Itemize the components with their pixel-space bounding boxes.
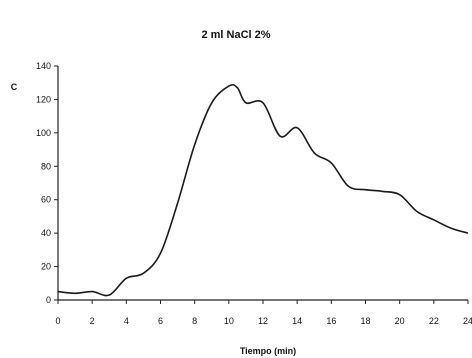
- x-tick-label: 10: [224, 316, 234, 326]
- chart-title: 2 ml NaCl 2%: [201, 29, 270, 41]
- y-tick-label: 80: [41, 161, 51, 171]
- y-tick-label: 60: [41, 195, 51, 205]
- y-tick-label: 120: [36, 94, 51, 104]
- x-tick-label: 14: [292, 316, 302, 326]
- x-tick-label: 6: [158, 316, 163, 326]
- x-tick-label: 8: [192, 316, 197, 326]
- series-layer: [57, 83, 469, 297]
- x-axis-label: Tiempo (min): [240, 346, 296, 356]
- series-line: [57, 83, 469, 297]
- y-tick-label: 100: [36, 128, 51, 138]
- x-tick-label: 2: [90, 316, 95, 326]
- x-tick-label: 18: [360, 316, 370, 326]
- y-tick-label: 0: [46, 295, 51, 305]
- x-tick-label: 16: [326, 316, 336, 326]
- x-tick-label: 12: [258, 316, 268, 326]
- x-axis-ticks: 0 2 4 6 8 10 12 14 16 18 20 22 24: [55, 300, 472, 326]
- y-tick-label: 140: [36, 61, 51, 71]
- x-tick-label: 24: [463, 316, 472, 326]
- y-axis-ticks: 0 20 40 60 80 100 120 140: [36, 61, 58, 305]
- x-tick-label: 22: [429, 316, 439, 326]
- y-tick-label: 40: [41, 228, 51, 238]
- y-axis-label: C: [11, 82, 18, 92]
- y-tick-label: 20: [41, 262, 51, 272]
- x-tick-label: 4: [124, 316, 129, 326]
- x-tick-label: 20: [395, 316, 405, 326]
- x-tick-label: 0: [55, 316, 60, 326]
